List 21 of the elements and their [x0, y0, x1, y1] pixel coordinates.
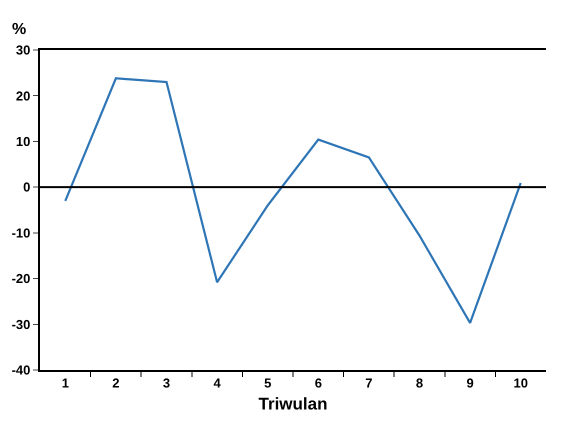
x-axis-title: Triwulan — [258, 394, 328, 414]
y-tick-label: -10 — [12, 225, 30, 240]
y-tick-label: 30 — [16, 42, 30, 58]
x-tick-label: 2 — [112, 376, 120, 391]
y-tick-label: -20 — [12, 271, 30, 286]
x-tick-label: 9 — [466, 376, 474, 391]
y-tick-label: -40 — [12, 362, 30, 378]
y-tick-label: 20 — [16, 88, 30, 104]
x-tick-label: 6 — [314, 376, 322, 391]
x-tick-label: 1 — [62, 376, 69, 391]
x-tick-label: 10 — [513, 376, 528, 391]
line-series — [64, 77, 522, 324]
x-tick-label: 5 — [264, 376, 272, 391]
y-axis-title: % — [12, 21, 26, 38]
y-tick-label: 0 — [23, 180, 30, 195]
y-tick-label: 10 — [16, 134, 30, 149]
x-tick-label: 7 — [365, 376, 373, 391]
x-tick-label: 3 — [162, 376, 170, 391]
y-tick-label: -30 — [12, 316, 30, 332]
x-tick-label: 8 — [416, 376, 424, 391]
x-tick-label: 4 — [213, 376, 222, 391]
